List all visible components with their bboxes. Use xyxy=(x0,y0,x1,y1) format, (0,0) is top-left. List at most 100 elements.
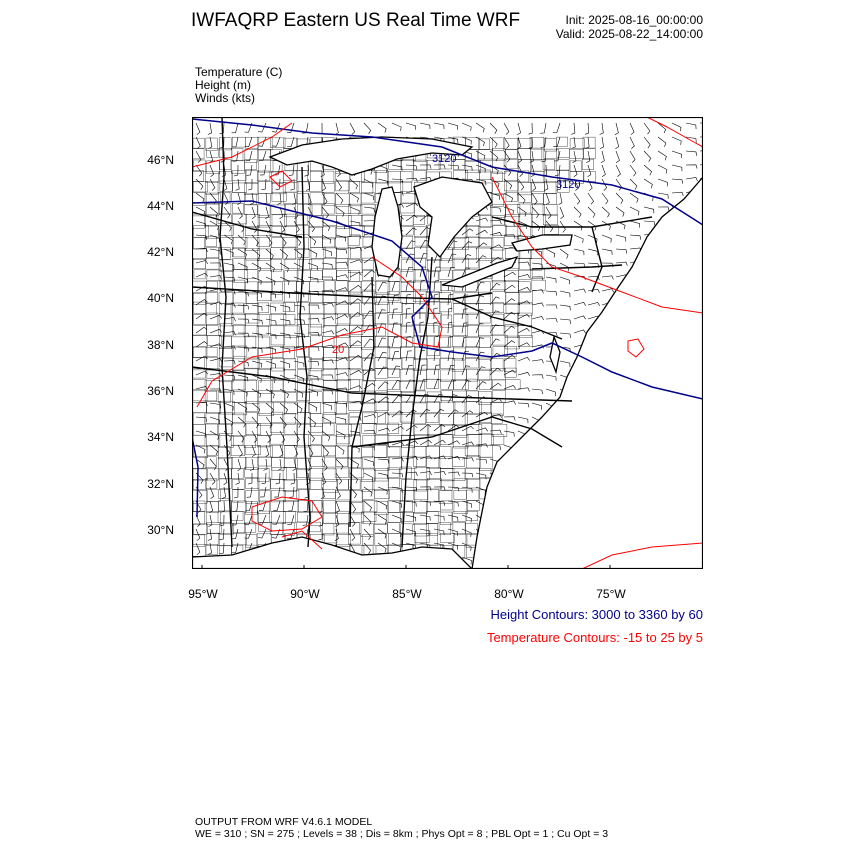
county-cell xyxy=(257,302,270,313)
county-cell xyxy=(360,479,373,492)
wind-barb xyxy=(573,262,586,268)
wind-barb xyxy=(307,192,312,205)
wind-barb xyxy=(195,192,205,203)
wind-barb xyxy=(671,122,682,132)
county-cell xyxy=(440,379,454,390)
county-cell xyxy=(373,444,387,458)
wind-barb xyxy=(349,246,362,252)
wind-barb xyxy=(433,164,446,169)
wind-barb xyxy=(289,486,295,498)
wind-barb xyxy=(489,338,500,348)
wind-barb xyxy=(231,542,239,554)
wind-barb xyxy=(391,336,399,348)
wind-barb xyxy=(279,318,291,325)
county-cell xyxy=(438,413,454,426)
wind-barb xyxy=(349,355,362,362)
wind-barb xyxy=(244,528,253,539)
wind-barb xyxy=(251,206,256,219)
county-cell xyxy=(426,325,439,337)
wind-barb xyxy=(601,288,614,293)
wind-barb xyxy=(195,178,204,190)
wind-barb xyxy=(573,248,585,256)
county-cell xyxy=(257,468,270,482)
lon-tick: 85°W xyxy=(392,587,422,601)
county-cell xyxy=(297,434,309,448)
county-cell xyxy=(453,380,469,390)
county-cell xyxy=(193,181,208,193)
wind-barb xyxy=(419,471,432,476)
state-boundaries xyxy=(192,117,653,548)
county-cell xyxy=(205,280,218,292)
county-cell xyxy=(453,325,468,336)
wind-barb xyxy=(391,542,402,552)
wind-barb xyxy=(419,514,431,521)
county-cell xyxy=(518,191,532,203)
wind-barb xyxy=(223,374,236,380)
wind-barb xyxy=(279,444,284,457)
wind-barb xyxy=(377,458,390,464)
wind-barb xyxy=(447,379,457,390)
wind-barb xyxy=(258,500,267,511)
wind-barb xyxy=(223,472,228,485)
county-cell xyxy=(477,444,493,458)
wind-barb xyxy=(349,122,356,135)
wind-barb xyxy=(461,425,474,432)
wind-barb xyxy=(223,303,236,308)
wind-barb xyxy=(208,514,213,527)
county-cell xyxy=(453,313,469,327)
county-cell xyxy=(309,215,324,228)
county-cell xyxy=(219,159,232,170)
wind-barb xyxy=(265,416,273,429)
wind-barb xyxy=(419,335,425,348)
wind-barb xyxy=(629,220,640,228)
wind-barb xyxy=(461,228,474,236)
county-cell xyxy=(206,160,220,174)
wind-barb xyxy=(318,528,323,541)
county-cell xyxy=(257,170,271,182)
county-cell xyxy=(283,511,296,524)
county-cell xyxy=(387,446,401,457)
county-cell xyxy=(414,533,430,544)
county-cell xyxy=(322,170,335,184)
wind-barb xyxy=(615,248,628,254)
wind-barb xyxy=(615,164,621,177)
wind-barb xyxy=(461,365,470,376)
wind-barb xyxy=(335,514,340,527)
wind-barb xyxy=(517,327,530,334)
wind-barb xyxy=(433,408,445,418)
wind-barb xyxy=(517,136,522,149)
wind-barb xyxy=(251,374,262,383)
wind-barb xyxy=(657,150,667,161)
wind-barb xyxy=(531,178,537,191)
wind-barb xyxy=(363,367,375,376)
wind-barb xyxy=(461,308,468,320)
county-cell xyxy=(439,302,452,313)
county-cell xyxy=(205,236,217,247)
wind-barb xyxy=(461,472,474,478)
wind-barb xyxy=(195,150,202,163)
wind-barb xyxy=(571,122,576,135)
wind-barb xyxy=(195,370,208,376)
wind-barb xyxy=(293,304,305,311)
wind-barb xyxy=(363,528,372,540)
county-cell xyxy=(270,335,285,346)
county-cell xyxy=(529,170,545,184)
county-cell xyxy=(206,468,219,481)
wind-barb xyxy=(433,439,446,446)
county-cell xyxy=(218,468,232,479)
county-cell xyxy=(438,490,453,504)
county-cell xyxy=(335,280,348,291)
wind-barb xyxy=(321,289,334,294)
wind-barb xyxy=(391,351,400,362)
wind-barb xyxy=(321,430,331,441)
wind-barb xyxy=(391,426,404,432)
county-cell xyxy=(309,368,322,379)
wind-barb xyxy=(231,136,239,148)
wind-barb xyxy=(601,220,611,231)
wind-barb xyxy=(545,318,558,323)
wind-barb xyxy=(335,416,347,424)
county-cell xyxy=(504,367,517,378)
county-cell xyxy=(453,434,469,449)
county-cell xyxy=(479,379,492,390)
wind-barb xyxy=(599,136,604,149)
